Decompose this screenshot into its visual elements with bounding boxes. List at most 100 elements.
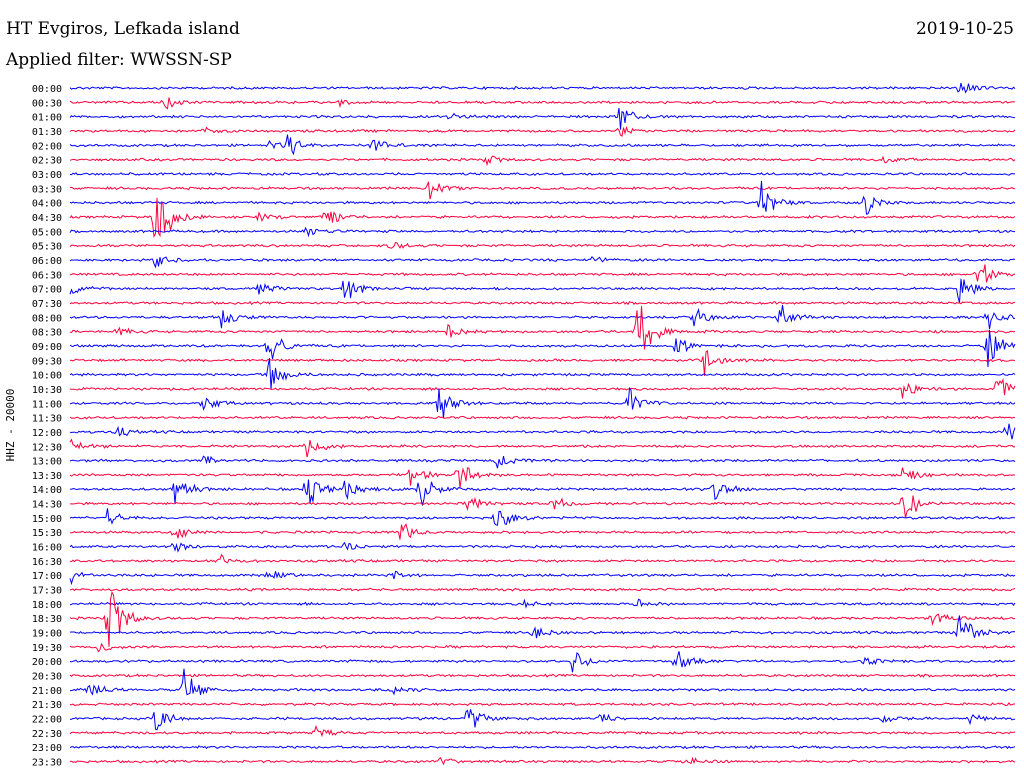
trace-1400 [69, 479, 1016, 506]
trace-1600 [69, 541, 1016, 553]
time-label: 02:00 [32, 141, 62, 152]
time-label: 00:00 [32, 84, 62, 95]
time-label: 18:00 [32, 600, 62, 611]
trace-1800 [69, 598, 1016, 609]
trace-0400 [69, 180, 1016, 215]
trace-1030 [69, 378, 1016, 399]
trace-1300 [69, 455, 1016, 469]
trace-1530 [69, 523, 1016, 540]
time-label: 09:30 [32, 356, 62, 367]
trace-1730 [69, 587, 1016, 592]
trace-1930 [69, 642, 1016, 653]
time-label: 06:00 [32, 256, 62, 267]
time-label: 14:30 [32, 500, 62, 511]
trace-1830 [69, 591, 1016, 647]
trace-0030 [69, 97, 1015, 110]
time-label: 21:00 [32, 686, 62, 697]
trace-0200 [69, 134, 1016, 156]
trace-0530 [69, 242, 1016, 249]
trace-0730 [69, 300, 1016, 306]
y-axis-label: HHZ - 20000 [4, 389, 17, 462]
trace-0800 [69, 305, 1015, 330]
trace-0700 [69, 278, 1016, 304]
time-label: 11:30 [32, 414, 62, 425]
trace-1330 [69, 467, 1016, 488]
trace-0100 [69, 107, 1016, 130]
trace-1430 [69, 495, 1016, 519]
time-label: 23:00 [32, 743, 62, 754]
trace-0300 [69, 171, 1015, 177]
trace-0830 [69, 306, 1016, 350]
trace-1900 [69, 615, 1016, 639]
time-label: 05:00 [32, 227, 62, 238]
trace-1630 [69, 553, 1016, 564]
time-label: 03:00 [32, 170, 62, 181]
trace-2100 [70, 668, 1016, 696]
time-label: 11:00 [32, 399, 62, 410]
time-label: 10:00 [32, 371, 62, 382]
recording-date: 2019-10-25 [915, 19, 1014, 39]
trace-2200 [69, 709, 1016, 731]
time-label: 10:30 [32, 385, 62, 396]
trace-0930 [69, 350, 1016, 376]
trace-0900 [69, 330, 1016, 368]
trace-1200 [69, 423, 1016, 440]
time-label: 06:30 [32, 270, 62, 281]
time-label: 02:30 [32, 156, 62, 167]
time-label: 13:00 [32, 457, 62, 468]
trace-0230 [69, 155, 1016, 167]
trace-0600 [69, 255, 1016, 269]
trace-0330 [69, 181, 1016, 200]
time-label: 16:00 [32, 543, 62, 554]
trace-1000 [69, 358, 1016, 390]
trace-1230 [69, 438, 1016, 458]
time-label: 01:30 [32, 127, 62, 138]
trace-2000 [69, 651, 1016, 673]
trace-2300 [69, 745, 1016, 750]
trace-0500 [69, 226, 1015, 238]
time-label: 22:30 [32, 729, 62, 740]
time-label: 20:00 [32, 657, 62, 668]
trace-2030 [69, 673, 1016, 678]
time-label: 12:00 [32, 428, 62, 439]
trace-0130 [69, 125, 1016, 137]
trace-0630 [69, 264, 1015, 283]
trace-1100 [69, 386, 1016, 419]
trace-1500 [69, 508, 1016, 526]
trace-0430 [69, 197, 1016, 239]
time-label: 03:30 [32, 184, 62, 195]
time-label: 08:30 [32, 328, 62, 339]
time-label: 12:30 [32, 442, 62, 453]
time-label: 22:00 [32, 715, 62, 726]
station-title: HT Evgiros, Lefkada island [6, 19, 240, 39]
time-label: 08:00 [32, 313, 62, 324]
time-label: 07:00 [32, 285, 62, 296]
time-label: 19:30 [32, 643, 62, 654]
filter-label: Applied filter: WWSSN-SP [6, 50, 232, 70]
time-label: 20:30 [32, 672, 62, 683]
time-label: 07:30 [32, 299, 62, 310]
trace-1700 [69, 570, 1016, 586]
trace-2130 [69, 702, 1015, 707]
time-label: 04:00 [32, 199, 62, 210]
time-label: 19:00 [32, 629, 62, 640]
time-label: 18:30 [32, 614, 62, 625]
time-label: 04:30 [32, 213, 62, 224]
time-label: 01:00 [32, 113, 62, 124]
time-label: 14:00 [32, 485, 62, 496]
trace-2230 [69, 724, 1016, 738]
trace-0000 [69, 82, 1016, 94]
time-label: 09:00 [32, 342, 62, 353]
time-label: 13:30 [32, 471, 62, 482]
time-label: 15:30 [32, 528, 62, 539]
time-label: 23:30 [32, 758, 62, 769]
time-label: 05:30 [32, 242, 62, 253]
time-label: 15:00 [32, 514, 62, 525]
time-label: 00:30 [32, 98, 62, 109]
time-label: 17:00 [32, 571, 62, 582]
trace-2330 [69, 756, 1016, 766]
time-label: 17:30 [32, 586, 62, 597]
trace-1130 [69, 415, 1016, 420]
time-label: 21:30 [32, 700, 62, 711]
